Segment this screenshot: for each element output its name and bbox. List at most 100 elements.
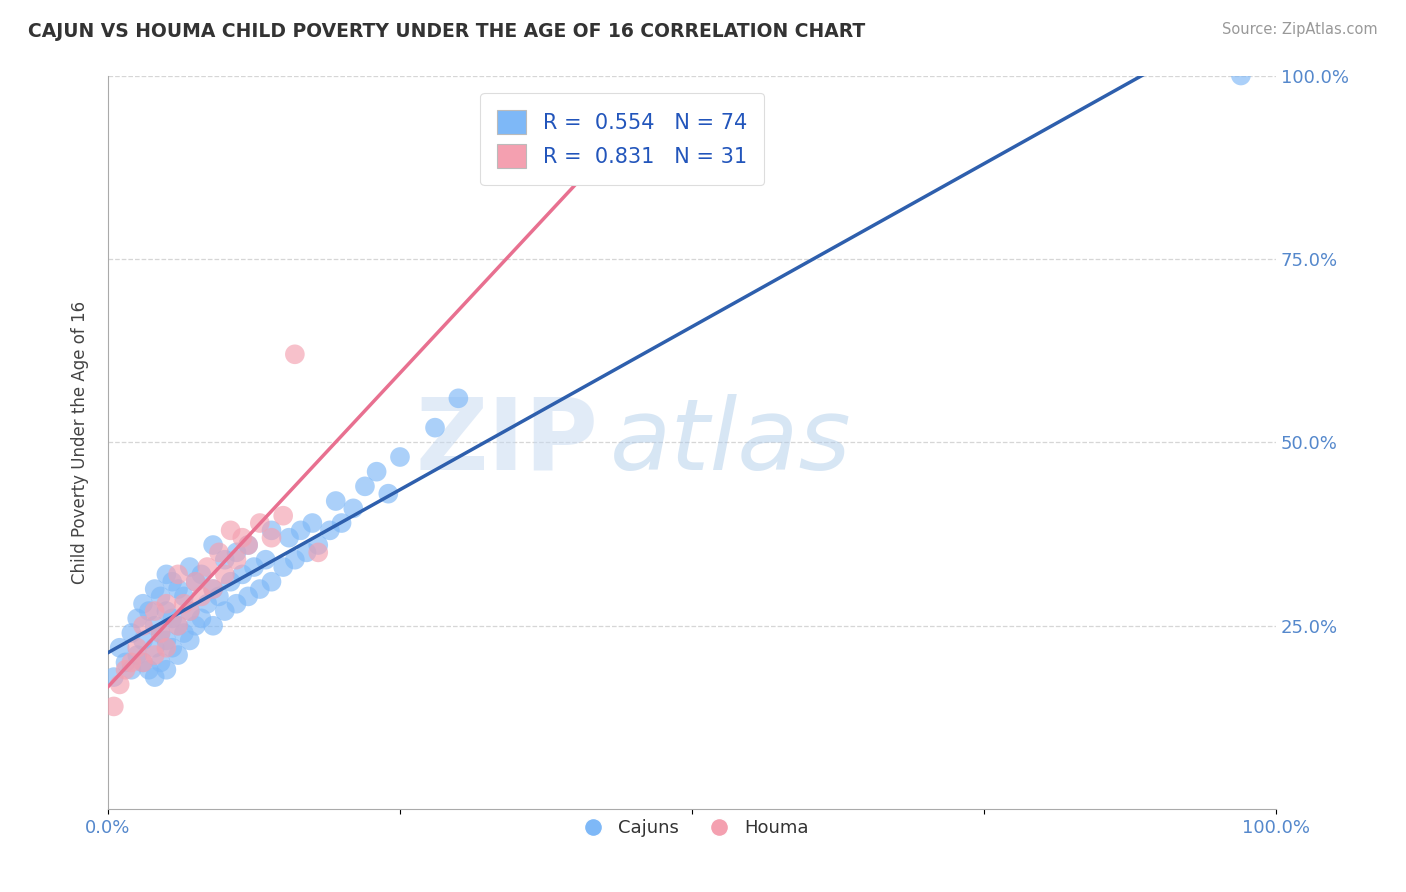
Point (225, 597, 247, 611)
Point (202, 538, 225, 552)
Point (202, 582, 225, 596)
Point (260, 531, 283, 545)
Point (179, 604, 201, 618)
Point (160, 574, 183, 589)
Point (214, 552, 236, 566)
Point (231, 531, 253, 545)
Point (108, 677, 131, 691)
Point (184, 618, 207, 632)
Point (132, 656, 155, 670)
Point (132, 618, 155, 632)
Point (219, 524, 242, 538)
Point (447, 392, 470, 406)
Point (155, 567, 177, 582)
Legend: Cajuns, Houma: Cajuns, Houma (568, 812, 815, 844)
Point (214, 604, 236, 618)
Point (155, 604, 177, 618)
Point (149, 656, 172, 670)
Point (149, 626, 172, 640)
Point (132, 656, 155, 670)
Point (301, 516, 323, 530)
Point (132, 633, 155, 648)
Point (219, 574, 242, 589)
Point (179, 633, 201, 648)
Point (307, 538, 329, 552)
Point (243, 560, 266, 574)
Point (1230, 69, 1253, 83)
Point (319, 524, 342, 538)
Point (423, 420, 446, 434)
Point (138, 663, 160, 677)
Point (366, 465, 388, 479)
Point (143, 604, 166, 618)
Point (173, 626, 195, 640)
Point (260, 574, 283, 589)
Point (330, 516, 353, 530)
Point (155, 597, 177, 611)
Point (173, 597, 195, 611)
Point (260, 524, 283, 538)
Point (149, 626, 172, 640)
Point (143, 618, 166, 632)
Point (290, 524, 312, 538)
Text: ZIP: ZIP (416, 394, 599, 491)
Point (284, 552, 307, 566)
Point (214, 567, 236, 582)
Text: atlas: atlas (610, 394, 852, 491)
Point (254, 552, 277, 566)
Point (120, 656, 142, 670)
Point (208, 545, 231, 559)
Point (225, 552, 247, 566)
Point (108, 640, 131, 655)
Point (195, 560, 218, 574)
Point (120, 626, 142, 640)
Point (114, 656, 136, 670)
Point (127, 640, 149, 655)
Point (190, 567, 212, 582)
Point (167, 618, 190, 632)
Point (249, 582, 271, 596)
Point (132, 597, 155, 611)
Point (231, 567, 253, 582)
Point (236, 590, 259, 604)
Point (143, 648, 166, 662)
Point (143, 640, 166, 655)
Point (127, 648, 149, 662)
Point (179, 560, 201, 574)
Point (127, 611, 149, 625)
Point (295, 545, 318, 559)
Point (236, 538, 259, 552)
Point (143, 582, 166, 596)
Point (236, 538, 259, 552)
Point (190, 590, 212, 604)
Point (155, 640, 177, 655)
Point (160, 640, 183, 655)
Y-axis label: Child Poverty Under the Age of 16: Child Poverty Under the Age of 16 (72, 301, 89, 584)
Point (114, 663, 136, 677)
Point (167, 582, 190, 596)
Point (143, 670, 166, 684)
Point (167, 567, 190, 582)
Point (179, 604, 201, 618)
Point (160, 611, 183, 625)
Point (342, 501, 364, 516)
Point (278, 531, 301, 545)
Point (184, 574, 207, 589)
Point (155, 633, 177, 648)
Point (377, 486, 399, 500)
Point (225, 545, 247, 559)
Point (155, 663, 177, 677)
Point (202, 582, 225, 596)
Text: CAJUN VS HOUMA CHILD POVERTY UNDER THE AGE OF 16 CORRELATION CHART: CAJUN VS HOUMA CHILD POVERTY UNDER THE A… (28, 22, 865, 41)
Point (249, 516, 271, 530)
Point (149, 590, 172, 604)
Point (167, 618, 190, 632)
Point (138, 604, 160, 618)
Point (307, 545, 329, 559)
Point (195, 597, 218, 611)
Point (103, 670, 125, 684)
Point (167, 648, 190, 662)
Point (120, 663, 142, 677)
Point (208, 590, 231, 604)
Point (388, 450, 411, 464)
